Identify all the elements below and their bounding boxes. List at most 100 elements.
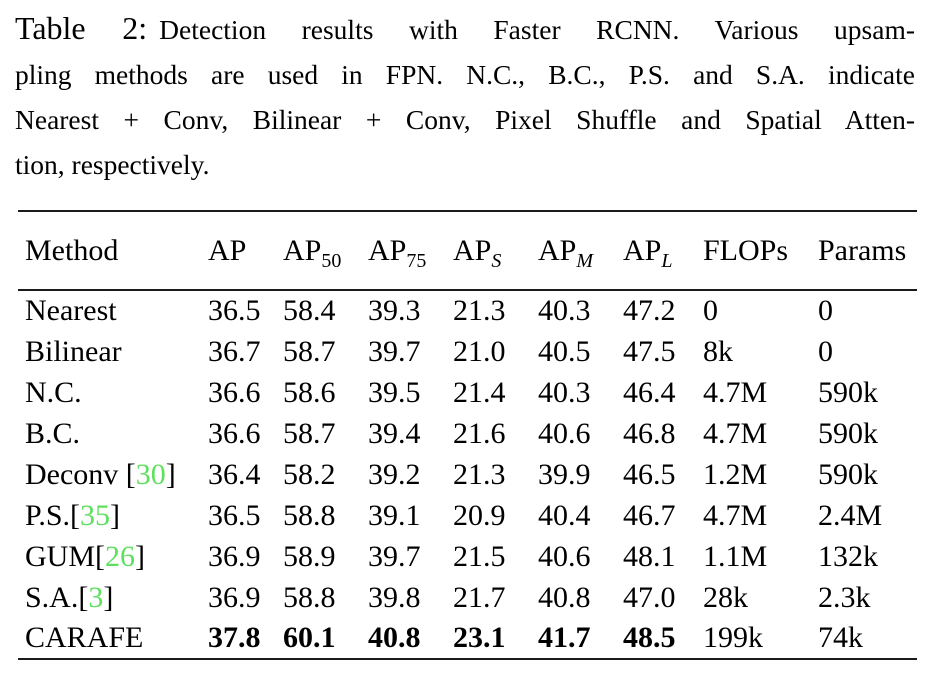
value-cell: 41.7: [538, 621, 591, 654]
value-cell: 47.0: [623, 580, 676, 614]
value-cell: 40.8: [538, 580, 591, 614]
citation-link[interactable]: 26: [105, 539, 136, 573]
value-cell: 40.6: [538, 416, 591, 450]
citation-link[interactable]: 3: [88, 580, 104, 614]
value-cell: 2.3k: [818, 580, 871, 614]
value-cell: 21.0: [453, 334, 506, 368]
value-cell: 132k: [818, 539, 878, 573]
value-cell: 36.7: [208, 334, 261, 368]
method-cell: N.C.: [25, 375, 82, 409]
value-cell: 58.8: [283, 498, 336, 532]
value-cell: 21.5: [453, 539, 506, 573]
table-row: S.A.[3] 36.9 58.8 39.8 21.7 40.8 47.0 28k 2.3k: [18, 577, 917, 618]
column-header-ap-s: APS: [453, 233, 502, 272]
value-cell: 39.8: [368, 580, 421, 614]
value-cell: 58.8: [283, 580, 336, 614]
value-cell: 58.7: [283, 334, 336, 368]
citation-link[interactable]: 30: [135, 457, 166, 491]
table-row: CARAFE 37.8 60.1 40.8 23.1 41.7 48.5 199k 74k: [18, 618, 917, 659]
column-header-method: Method: [25, 233, 119, 267]
value-cell: 21.7: [453, 580, 506, 614]
value-cell: 1.1M: [703, 539, 768, 573]
value-cell: 590k: [818, 457, 878, 491]
value-cell: 36.4: [208, 457, 261, 491]
method-cell: P.S.[35]: [25, 498, 121, 532]
value-cell: 46.5: [623, 457, 676, 491]
value-cell: 36.9: [208, 580, 261, 614]
value-cell: 47.5: [623, 334, 676, 368]
column-header-subscript: 75: [406, 249, 427, 272]
column-header-ap-m: APM: [538, 233, 594, 272]
value-cell: 40.5: [538, 334, 591, 368]
table-row: Bilinear 36.7 58.7 39.7 21.0 40.5 47.5 8k 0: [18, 331, 917, 372]
caption-line: pling methods are used in FPN. N.C., B.C…: [15, 59, 915, 90]
value-cell: 21.6: [453, 416, 506, 450]
value-cell: 8k: [703, 334, 733, 368]
table-caption: Table 2: Detection results with Faster RC…: [15, 6, 915, 187]
column-header-ap50: AP50: [283, 233, 342, 272]
value-cell: 28k: [703, 580, 748, 614]
value-cell: 36.5: [208, 294, 261, 327]
value-cell: 60.1: [283, 621, 336, 654]
value-cell: 21.4: [453, 375, 506, 409]
column-header-subscript: S: [491, 249, 502, 272]
value-cell: 4.7M: [703, 375, 768, 409]
method-cell: GUM[26]: [25, 539, 146, 573]
method-cell: Deconv [30]: [25, 457, 176, 491]
column-header-params: Params: [818, 233, 907, 267]
value-cell: 0: [818, 334, 833, 368]
value-cell: 48.5: [623, 621, 676, 654]
value-cell: 39.5: [368, 375, 421, 409]
table-row: P.S.[35] 36.5 58.8 39.1 20.9 40.4 46.7 4.7M 2.4M: [18, 495, 917, 536]
caption-line: Table 2: Detection results with Faster RC…: [15, 6, 915, 52]
value-cell: 46.8: [623, 416, 676, 450]
value-cell: 39.3: [368, 294, 421, 327]
value-cell: 58.4: [283, 294, 336, 327]
value-cell: 36.5: [208, 498, 261, 532]
table-row: GUM[26] 36.9 58.9 39.7 21.5 40.6 48.1 1.1M 132k: [18, 536, 917, 577]
value-cell: 40.4: [538, 498, 591, 532]
value-cell: 40.8: [368, 621, 421, 654]
column-header-subscript: L: [661, 249, 673, 272]
table-row: B.C. 36.6 58.7 39.4 21.6 40.6 46.8 4.7M 590k: [18, 413, 917, 454]
table-body: Nearest 36.5 58.4 39.3 21.3 40.3 47.2 0 0 Bilinea…: [18, 290, 917, 659]
value-cell: 36.6: [208, 416, 261, 450]
value-cell: 39.1: [368, 498, 421, 532]
value-cell: 48.1: [623, 539, 676, 573]
value-cell: 58.7: [283, 416, 336, 450]
table-caption-label: Table 2:: [15, 10, 148, 46]
table-row: Nearest 36.5 58.4 39.3 21.3 40.3 47.2 0 0: [18, 290, 917, 331]
column-header-ap75: AP75: [368, 233, 427, 272]
value-cell: 47.2: [623, 294, 676, 327]
value-cell: 39.4: [368, 416, 421, 450]
column-header-flops: FLOPs: [703, 233, 789, 267]
citation-link[interactable]: 35: [80, 498, 111, 532]
value-cell: 4.7M: [703, 416, 768, 450]
value-cell: 199k: [703, 621, 763, 654]
value-cell: 1.2M: [703, 457, 768, 491]
value-cell: 39.7: [368, 334, 421, 368]
value-cell: 40.3: [538, 375, 591, 409]
table-row: N.C. 36.6 58.6 39.5 21.4 40.3 46.4 4.7M 590k: [18, 372, 917, 413]
value-cell: 39.7: [368, 539, 421, 573]
method-cell: B.C.: [25, 416, 81, 450]
value-cell: 21.3: [453, 457, 506, 491]
value-cell: 0: [703, 294, 718, 327]
value-cell: 0: [818, 294, 833, 327]
value-cell: 39.2: [368, 457, 421, 491]
method-cell: S.A.[3]: [25, 580, 114, 614]
value-cell: 74k: [818, 621, 863, 654]
column-header-subscript: 50: [321, 249, 342, 272]
column-header-ap-l: APL: [623, 233, 673, 272]
value-cell: 58.6: [283, 375, 336, 409]
value-cell: 21.3: [453, 294, 506, 327]
method-cell: Bilinear: [25, 334, 122, 368]
results-table-wrap: Method AP AP50 AP75 APS APM APL FLOPs Params Nea…: [18, 210, 917, 660]
value-cell: 40.3: [538, 294, 591, 327]
value-cell: 4.7M: [703, 498, 768, 532]
caption-line: tion, respectively.: [15, 149, 210, 180]
caption-line: Nearest + Conv, Bilinear + Conv, Pixel S…: [15, 104, 915, 135]
value-cell: 20.9: [453, 498, 506, 532]
value-cell: 36.6: [208, 375, 261, 409]
table-row: Deconv [30] 36.4 58.2 39.2 21.3 39.9 46.5 1.2M 5…: [18, 454, 917, 495]
